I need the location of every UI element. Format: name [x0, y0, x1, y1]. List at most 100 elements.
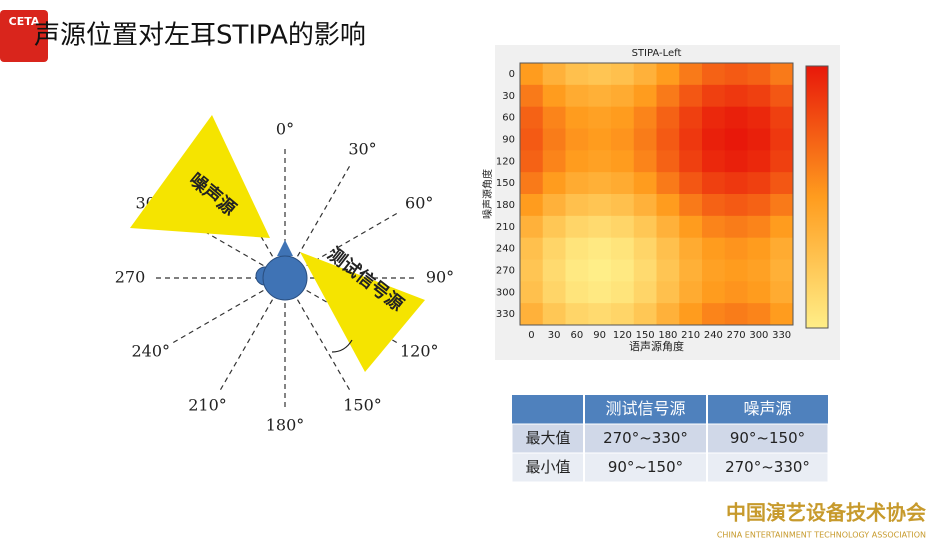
heat-cell	[633, 215, 657, 239]
heat-cell	[679, 215, 703, 239]
heat-cell	[679, 84, 703, 108]
heat-cell	[520, 259, 544, 282]
heat-cell	[747, 194, 771, 217]
footer-cn: 中国演艺设备技术协会	[726, 501, 926, 525]
x-tick-label: 30	[548, 330, 561, 341]
angle-label: 210°	[188, 396, 227, 415]
table-cell: 270°~330°	[725, 458, 810, 476]
heat-cell	[679, 303, 703, 326]
heat-cell	[724, 63, 748, 86]
heat-cell	[679, 281, 703, 304]
heat-cell	[565, 172, 589, 195]
heat-cell	[633, 172, 657, 195]
heat-cell	[565, 259, 589, 282]
x-tick-label: 120	[613, 330, 632, 341]
heat-cell	[520, 194, 544, 217]
heat-cell	[611, 106, 635, 129]
x-tick-label: 150	[636, 330, 655, 341]
heat-cell	[588, 303, 612, 326]
x-axis-label: 语声源角度	[629, 339, 684, 353]
heat-cell	[542, 281, 566, 304]
heat-cell	[656, 215, 680, 239]
heat-cell	[565, 237, 589, 260]
angle-label: 90°	[426, 268, 454, 287]
heat-cell	[724, 259, 748, 282]
heat-cell	[611, 84, 635, 108]
x-tick-label: 210	[681, 330, 700, 341]
heat-cell	[656, 106, 680, 129]
x-tick-label: 180	[658, 330, 677, 341]
diagram: 0°30°60°90°120°150°180°210°240°270300330…	[115, 115, 454, 435]
heat-cell	[702, 194, 726, 217]
heat-cell	[724, 237, 748, 260]
y-tick-label: 30	[502, 91, 515, 102]
heat-cell	[702, 84, 726, 108]
heat-cell	[747, 150, 771, 173]
heat-cell	[611, 128, 635, 151]
heat-cell	[724, 303, 748, 326]
heat-cell	[702, 150, 726, 173]
heat-cell	[542, 172, 566, 195]
heat-cell	[679, 63, 703, 86]
heat-cell	[588, 84, 612, 108]
heat-cell	[588, 237, 612, 260]
heat-cell	[679, 259, 703, 282]
heat-cell	[565, 63, 589, 86]
table-cell: 270°~330°	[603, 429, 688, 447]
heat-cell	[702, 281, 726, 304]
x-tick-label: 60	[571, 330, 584, 341]
heat-cell	[588, 63, 612, 86]
angle-arc	[331, 339, 353, 353]
heat-cell	[770, 172, 794, 195]
table-header-bg	[512, 395, 828, 424]
heat-cell	[702, 106, 726, 129]
heat-cell	[633, 128, 657, 151]
heat-cell	[679, 128, 703, 151]
heat-cell	[633, 281, 657, 304]
heat-cell	[520, 128, 544, 151]
x-tick-label: 240	[704, 330, 723, 341]
heat-cell	[611, 194, 635, 217]
chart-title: STIPA-Left	[632, 48, 682, 59]
heat-cell	[542, 194, 566, 217]
heat-cell	[770, 84, 794, 108]
heat-cell	[520, 63, 544, 86]
heat-cell	[633, 303, 657, 326]
table-row-bg	[511, 423, 829, 454]
heat-cell	[565, 194, 589, 217]
table-row-bg	[511, 452, 829, 483]
y-tick-label: 270	[496, 265, 515, 276]
heat-cell	[633, 237, 657, 260]
heat-cell	[770, 194, 794, 217]
heat-cell	[770, 106, 794, 129]
heat-cell	[656, 128, 680, 151]
logo: CETA	[0, 10, 48, 62]
heat-cell	[656, 172, 680, 195]
heat-cell	[770, 259, 794, 282]
angle-label: 270	[115, 268, 146, 287]
x-tick-label: 90	[593, 330, 606, 341]
heat-cell	[747, 63, 771, 86]
heat-cell	[588, 194, 612, 217]
angle-label: 0°	[276, 120, 294, 139]
footer-en: CHINA ENTERTAINMENT TECHNOLOGY ASSOCIATI…	[717, 531, 926, 540]
y-tick-label: 240	[496, 244, 515, 255]
heat-cell	[633, 259, 657, 282]
signal-source	[300, 252, 425, 372]
heat-cell	[702, 237, 726, 260]
heat-cell	[656, 194, 680, 217]
y-tick-label: 330	[496, 309, 515, 320]
heat-cell	[542, 259, 566, 282]
y-tick-label: 120	[496, 156, 515, 167]
heat-cell	[611, 281, 635, 304]
table-header: 噪声源	[743, 399, 791, 418]
heat-cell	[724, 150, 748, 173]
heat-cell	[770, 150, 794, 173]
heat-cell	[656, 237, 680, 260]
heat-cell	[520, 172, 544, 195]
heat-cell	[520, 237, 544, 260]
heat-cell	[770, 63, 794, 86]
heat-cell	[770, 303, 794, 326]
heat-cell	[724, 106, 748, 129]
